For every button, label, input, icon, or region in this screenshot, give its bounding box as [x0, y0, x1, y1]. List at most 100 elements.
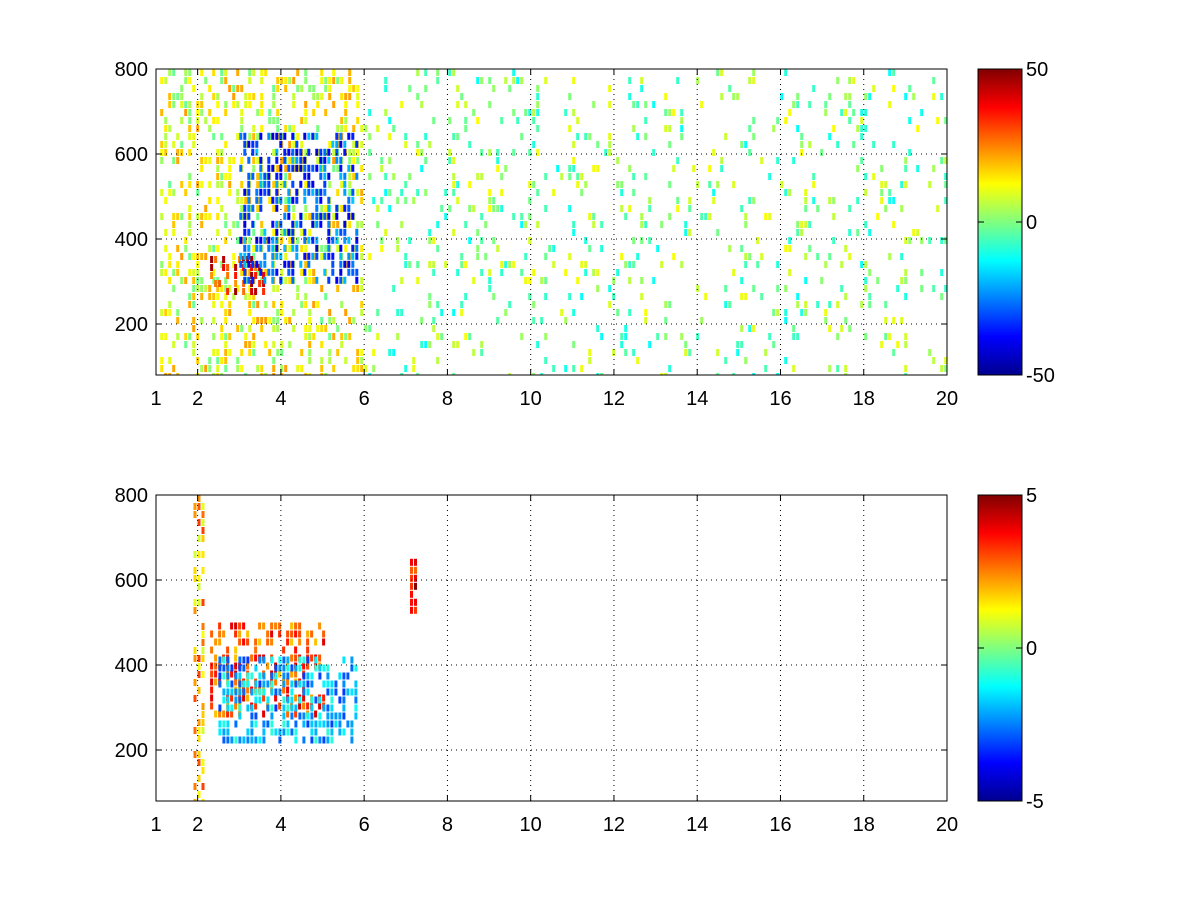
- heatmap-cell: [160, 269, 164, 276]
- heatmap-cell: [292, 309, 296, 316]
- heatmap-cell: [319, 212, 323, 220]
- heatmap-cell: [255, 236, 259, 244]
- heatmap-cell: [376, 221, 380, 228]
- heatmap-cell: [468, 205, 472, 212]
- heatmap-cell: [176, 133, 180, 140]
- heatmap-cell: [232, 293, 236, 300]
- heatmap-cell: [916, 125, 920, 132]
- heatmap-cell: [311, 180, 315, 188]
- heatmap-cell: [342, 704, 346, 712]
- heatmap-cell: [308, 341, 312, 348]
- heatmap-cell: [335, 236, 339, 244]
- heatmap-cell: [800, 141, 804, 148]
- heatmap-cell: [848, 93, 852, 100]
- heatmap-cell: [180, 213, 184, 220]
- heatmap-cell: [172, 189, 176, 196]
- heatmap-cell: [332, 333, 336, 340]
- heatmap-cell: [208, 125, 212, 132]
- heatmap-cell: [368, 373, 372, 375]
- heatmap-cell: [243, 228, 247, 236]
- heatmap-cell: [804, 205, 808, 212]
- heatmap-cell: [740, 245, 744, 252]
- heatmap-cell: [216, 157, 220, 164]
- heatmap-cell: [298, 656, 302, 664]
- heatmap-cell: [500, 205, 504, 212]
- heatmap-cell: [330, 720, 334, 728]
- heatmap-cell: [224, 173, 228, 180]
- heatmap-cell: [304, 213, 308, 220]
- heatmap-cell: [616, 309, 620, 316]
- heatmap-cell: [251, 260, 255, 268]
- heatmap-cell: [336, 325, 340, 332]
- heatmap-cell: [856, 125, 860, 132]
- heatmap-cell: [208, 181, 212, 188]
- heatmap-cell: [197, 575, 201, 582]
- heatmap-cell: [304, 101, 308, 108]
- heatmap-cell: [944, 237, 947, 244]
- heatmap-cell: [254, 680, 258, 688]
- heatmap-cell: [259, 180, 263, 188]
- heatmap-cell: [608, 285, 612, 292]
- heatmap-cell: [688, 197, 692, 204]
- heatmap-cell: [222, 710, 226, 718]
- heatmap-cell: [274, 704, 278, 712]
- heatmap-cell: [636, 357, 640, 364]
- heatmap-cell: [260, 77, 264, 84]
- heatmap-cell: [404, 133, 408, 140]
- heatmap-cell: [347, 236, 351, 244]
- heatmap-cell: [864, 109, 868, 116]
- heatmap-cell: [904, 293, 908, 300]
- heatmap-cell: [944, 157, 947, 164]
- heatmap-cell: [251, 172, 255, 180]
- heatmap-cell: [312, 109, 316, 116]
- heatmap-cell: [271, 236, 275, 244]
- heatmap-cell: [872, 85, 876, 92]
- heatmap-cell: [290, 696, 294, 704]
- heatmap-cell: [196, 189, 200, 196]
- heatmap-cell: [408, 261, 412, 268]
- heatmap-cell: [291, 132, 295, 140]
- heatmap-cell: [226, 672, 230, 680]
- heatmap-cell: [804, 197, 808, 204]
- heatmap-cell: [226, 696, 230, 704]
- heatmap-cell: [440, 333, 444, 340]
- heatmap-cell: [316, 101, 320, 108]
- heatmap-cell: [524, 109, 528, 116]
- heatmap-cell: [632, 349, 636, 356]
- x-tick-label: 10: [520, 814, 542, 836]
- heatmap-cell: [222, 736, 226, 744]
- heatmap-cell: [180, 141, 184, 148]
- heatmap-cell: [271, 268, 275, 276]
- heatmap-cell: [230, 680, 234, 688]
- heatmap-cell: [360, 245, 364, 252]
- heatmap-cell: [248, 77, 252, 84]
- heatmap-cell: [254, 646, 258, 654]
- heatmap-cell: [904, 165, 908, 172]
- heatmap-cell: [340, 125, 344, 132]
- heatmap-cell: [892, 221, 896, 228]
- heatmap-cell: [860, 157, 864, 164]
- heatmap-cell: [267, 132, 271, 140]
- heatmap-cell: [180, 181, 184, 188]
- heatmap-cell: [291, 180, 295, 188]
- heatmap-cell: [844, 373, 848, 375]
- heatmap-cell: [480, 237, 484, 244]
- heatmap-cell: [568, 205, 572, 212]
- heatmap-cell: [228, 181, 232, 188]
- heatmap-cell: [452, 229, 456, 236]
- heatmap-cell: [342, 672, 346, 680]
- heatmap-cell: [480, 341, 484, 348]
- heatmap-cell: [306, 672, 310, 680]
- heatmap-cell: [410, 558, 413, 566]
- heatmap-cell: [260, 101, 264, 108]
- heatmap-cell: [792, 157, 796, 164]
- heatmap-cell: [286, 638, 290, 646]
- heatmap-cell: [748, 125, 752, 132]
- heatmap-cell: [208, 293, 212, 300]
- heatmap-cell: [335, 156, 339, 164]
- heatmap-cell: [224, 237, 228, 244]
- heatmap-cell: [310, 736, 314, 744]
- heatmap-cell: [410, 606, 413, 614]
- heatmap-cell: [234, 622, 238, 630]
- heatmap-cell: [216, 365, 220, 372]
